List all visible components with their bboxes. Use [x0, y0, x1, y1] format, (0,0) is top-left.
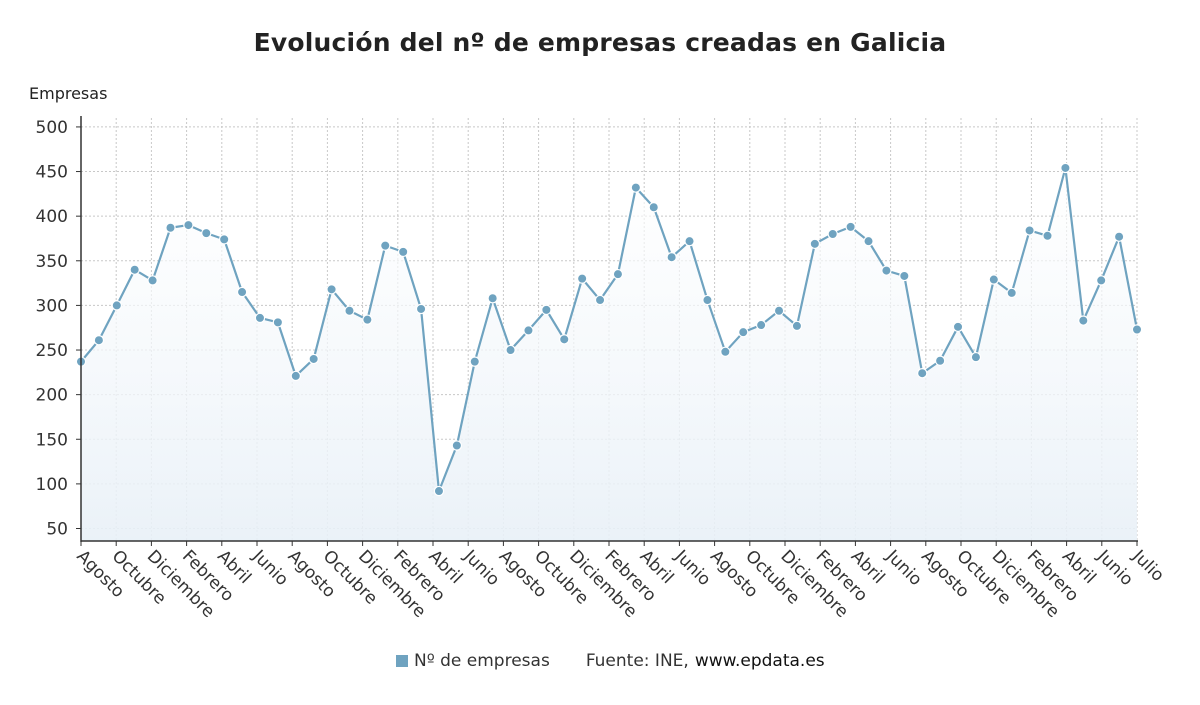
source-site: www.epdata.es [694, 651, 825, 671]
data-point [952, 321, 964, 333]
x-tick-label: Junio [248, 546, 292, 590]
data-point [970, 351, 982, 363]
data-point [917, 368, 928, 379]
data-point [415, 303, 427, 315]
x-tick-label: Junio [459, 546, 503, 590]
data-point [1096, 275, 1107, 286]
legend-swatch [396, 655, 408, 667]
data-point [397, 246, 409, 258]
data-point [773, 305, 785, 316]
data-point [344, 305, 355, 316]
data-point [738, 326, 749, 338]
data-point [201, 227, 212, 239]
data-point [702, 294, 713, 306]
y-tick-label: 100 [36, 475, 68, 495]
legend-series-label: Nº de empresas [414, 651, 550, 671]
data-point [111, 300, 122, 311]
data-point [755, 319, 767, 331]
x-tick-label: Julio [1128, 546, 1168, 586]
legend: Nº de empresas Fuente: INE, www.epdata.e… [396, 651, 825, 671]
data-point [612, 268, 624, 280]
x-tick-label: Junio [670, 546, 714, 590]
data-point [684, 235, 695, 247]
data-point [487, 293, 498, 304]
series-area [81, 167, 1137, 541]
y-tick-label: 150 [36, 430, 68, 450]
x-tick-label: Junio [881, 546, 925, 590]
data-point [1113, 231, 1125, 242]
y-tick-label: 250 [36, 341, 68, 361]
source-label: Fuente: INE, [585, 651, 689, 671]
chart-title: Evolución del nº de empresas creadas en … [253, 28, 947, 57]
data-point [666, 252, 677, 263]
x-tick-labels: AgostoOctubreDiciembreFebreroAbrilJunioA… [72, 546, 1167, 622]
y-axis-label: Empresas [29, 84, 108, 103]
data-point [648, 202, 659, 213]
y-tick-label: 200 [36, 386, 68, 406]
data-point [827, 228, 838, 240]
data-point [934, 355, 946, 366]
data-point [594, 294, 606, 306]
data-point [451, 440, 463, 451]
data-point [93, 335, 105, 346]
data-point [129, 264, 140, 275]
data-point [1078, 315, 1089, 326]
data-point [559, 334, 570, 345]
y-tick-label: 300 [36, 296, 68, 316]
y-tick-label: 500 [36, 118, 68, 138]
series-line [80, 166, 1139, 493]
data-point [845, 221, 856, 233]
data-point [469, 356, 480, 367]
data-point [541, 304, 552, 316]
series-line-path [80, 166, 1139, 493]
data-point [809, 238, 821, 250]
y-tick-label: 400 [36, 207, 68, 227]
data-point [147, 275, 158, 286]
data-point [1006, 287, 1017, 299]
data-point [791, 320, 803, 332]
data-point [1024, 225, 1035, 236]
data-point [523, 325, 534, 336]
axes [76, 116, 1138, 546]
data-point [863, 235, 874, 247]
data-point [380, 240, 391, 251]
data-point [362, 314, 373, 325]
y-tick-label: 350 [36, 252, 68, 272]
data-point [720, 346, 731, 358]
data-point [1131, 324, 1143, 335]
data-point [433, 485, 445, 497]
data-point [505, 344, 516, 356]
data-point [1060, 162, 1071, 174]
data-point [326, 284, 337, 295]
x-tick-label: Junio [1093, 546, 1137, 590]
data-point [218, 234, 230, 245]
data-point [1042, 230, 1053, 241]
area-fill [81, 167, 1137, 541]
data-point [630, 182, 642, 193]
data-point [308, 353, 319, 365]
data-point [899, 270, 910, 282]
data-point [254, 312, 266, 324]
data-point [272, 317, 284, 328]
data-point [881, 265, 892, 276]
data-point [165, 222, 176, 233]
y-tick-labels: 50 100 150 200 250 300 350 400 450 500 [36, 118, 68, 540]
y-tick-label: 50 [46, 520, 68, 540]
data-point [290, 370, 301, 382]
y-tick-label: 450 [36, 163, 68, 183]
data-points [75, 162, 1143, 497]
data-point [988, 274, 1000, 285]
data-point [576, 273, 588, 284]
data-point [236, 286, 248, 298]
data-point [183, 219, 194, 231]
